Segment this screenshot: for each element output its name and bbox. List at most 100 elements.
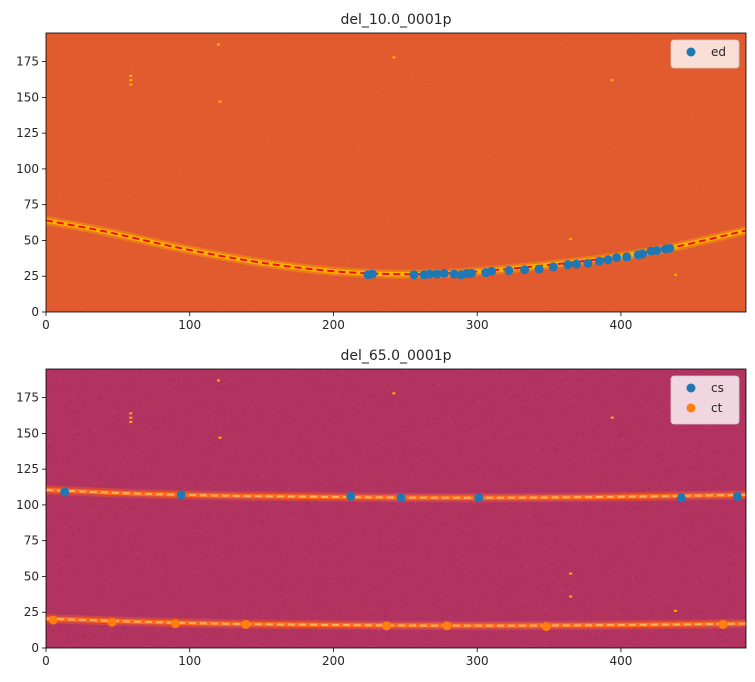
noise-pixel	[489, 145, 491, 147]
noise-pixel	[375, 519, 377, 521]
noise-pixel	[335, 397, 338, 400]
noise-pixel	[178, 480, 180, 482]
noise-pixel	[351, 388, 353, 390]
noise-pixel	[504, 475, 506, 477]
noise-pixel	[156, 595, 158, 597]
noise-pixel	[503, 87, 506, 89]
noise-pixel	[242, 424, 244, 427]
noise-pixel	[641, 37, 643, 39]
noise-pixel	[657, 41, 659, 43]
noise-pixel	[556, 541, 558, 543]
noise-pixel	[649, 192, 652, 195]
noise-pixel	[240, 613, 243, 616]
noise-pixel	[609, 147, 611, 149]
noise-pixel	[306, 51, 308, 54]
noise-pixel	[559, 482, 562, 484]
data-point-ed	[594, 256, 604, 266]
noise-pixel	[288, 488, 290, 491]
noise-pixel	[121, 438, 124, 441]
noise-pixel	[647, 490, 649, 492]
noise-pixel	[536, 233, 539, 235]
noise-pixel	[418, 462, 420, 465]
noise-pixel	[177, 386, 179, 388]
noise-pixel	[378, 485, 380, 487]
noise-pixel	[430, 189, 432, 191]
noise-pixel	[315, 607, 317, 609]
noise-pixel	[648, 559, 650, 561]
data-point-cs	[474, 493, 484, 503]
noise-pixel	[474, 430, 476, 432]
noise-pixel	[497, 632, 499, 634]
hot-pixel	[129, 416, 133, 419]
noise-pixel	[270, 224, 272, 226]
noise-pixel	[277, 571, 279, 574]
noise-pixel	[671, 574, 673, 576]
noise-pixel	[59, 381, 61, 383]
noise-pixel	[563, 550, 566, 552]
noise-pixel	[131, 465, 133, 467]
noise-pixel	[629, 78, 631, 80]
noise-pixel	[155, 498, 157, 501]
noise-pixel	[369, 618, 371, 621]
noise-pixel	[447, 634, 449, 636]
noise-pixel	[682, 504, 684, 506]
noise-pixel	[619, 434, 621, 436]
noise-pixel	[461, 451, 464, 453]
noise-pixel	[92, 511, 94, 513]
noise-pixel	[323, 437, 325, 439]
noise-pixel	[652, 478, 654, 480]
noise-pixel	[619, 435, 621, 437]
noise-pixel	[672, 469, 674, 471]
noise-pixel	[594, 517, 596, 519]
noise-pixel	[168, 156, 171, 158]
noise-pixel	[260, 590, 263, 592]
noise-pixel	[741, 398, 743, 401]
noise-pixel	[397, 547, 399, 549]
noise-pixel	[252, 474, 254, 476]
noise-pixel	[50, 245, 52, 247]
noise-pixel	[374, 599, 376, 601]
noise-pixel	[513, 62, 515, 64]
noise-pixel	[125, 507, 127, 509]
noise-pixel	[370, 609, 373, 611]
noise-pixel	[181, 534, 183, 536]
noise-pixel	[548, 230, 551, 232]
noise-pixel	[311, 456, 314, 458]
noise-pixel	[698, 125, 700, 128]
noise-pixel	[467, 544, 469, 546]
noise-pixel	[187, 67, 189, 69]
noise-pixel	[536, 210, 539, 212]
noise-pixel	[327, 591, 330, 593]
noise-pixel	[80, 444, 82, 446]
noise-pixel	[252, 303, 254, 306]
noise-pixel	[664, 637, 666, 639]
noise-pixel	[497, 528, 500, 530]
noise-pixel	[511, 603, 514, 606]
noise-pixel	[372, 645, 374, 648]
noise-pixel	[77, 454, 79, 456]
noise-pixel	[479, 395, 481, 397]
noise-pixel	[526, 180, 528, 182]
noise-pixel	[157, 628, 160, 630]
noise-pixel	[555, 70, 557, 73]
noise-pixel	[306, 393, 309, 395]
noise-pixel	[133, 593, 136, 595]
noise-pixel	[555, 572, 557, 575]
noise-pixel	[317, 509, 320, 512]
noise-pixel	[297, 599, 299, 601]
noise-pixel	[238, 548, 240, 550]
noise-pixel	[528, 455, 530, 457]
noise-pixel	[384, 616, 387, 618]
noise-pixel	[523, 410, 526, 412]
noise-pixel	[463, 550, 465, 553]
noise-pixel	[361, 241, 363, 243]
noise-pixel	[643, 171, 645, 173]
noise-pixel	[702, 513, 704, 515]
noise-pixel	[342, 638, 345, 640]
hot-pixel	[610, 416, 614, 419]
noise-pixel	[738, 555, 740, 558]
noise-pixel	[696, 566, 698, 568]
noise-pixel	[588, 416, 590, 418]
noise-pixel	[664, 444, 666, 446]
noise-pixel	[183, 513, 185, 516]
